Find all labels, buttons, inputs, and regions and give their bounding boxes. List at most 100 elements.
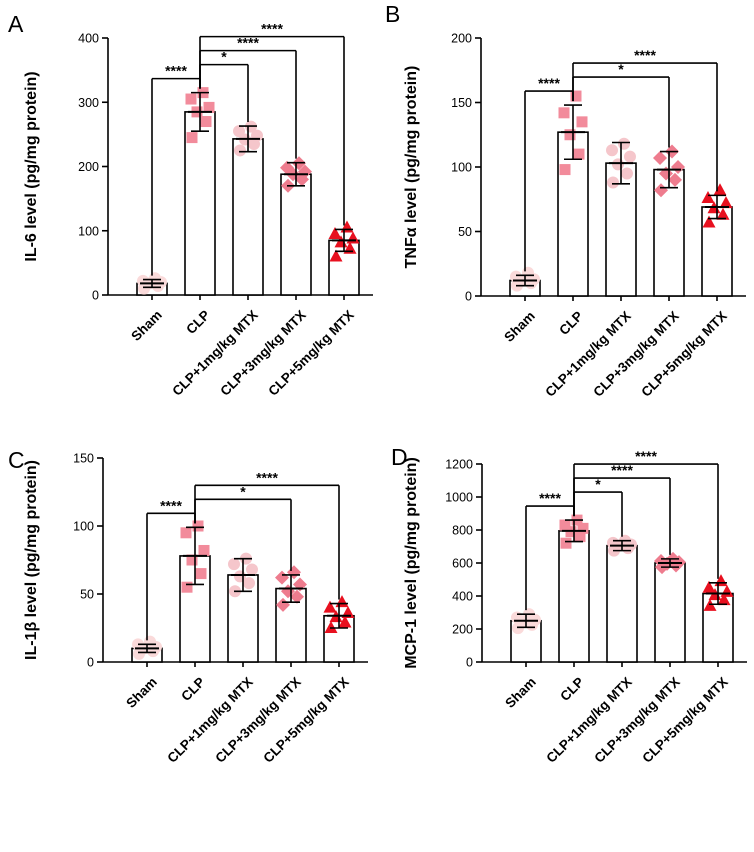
data-point: [713, 183, 727, 196]
data-point: [180, 527, 192, 539]
y-tick-label: 1000: [445, 491, 473, 505]
data-point: [275, 570, 289, 585]
data-point: [654, 183, 668, 198]
y-tick-label: 1200: [445, 458, 473, 472]
data-point: [714, 574, 728, 587]
data-point: [234, 570, 246, 583]
y-tick-label: 600: [452, 557, 473, 571]
data-point: [654, 554, 668, 569]
significance-bracket: ****: [146, 497, 196, 641]
data-point: [280, 160, 294, 175]
data-point: [717, 593, 731, 606]
data-point: [203, 101, 215, 113]
significance-bracket: ****: [573, 448, 719, 579]
bar: [654, 562, 686, 663]
data-point: [340, 220, 354, 233]
x-tick-label: CLP+3mg/kg MTX: [217, 307, 309, 399]
x-tick-label: CLP+5mg/kg MTX: [265, 307, 357, 399]
data-point: [668, 172, 682, 187]
significance-label: *: [240, 483, 246, 499]
data-point: [612, 158, 624, 171]
significance-label: *: [595, 476, 601, 492]
data-point: [522, 266, 534, 279]
significance-label: ****: [160, 497, 182, 513]
y-tick-label: 100: [78, 224, 99, 238]
data-point: [606, 144, 618, 157]
y-tick-label: 50: [80, 588, 94, 602]
x-tick-label: CLP+1mg/kg MTX: [543, 674, 635, 766]
data-point: [323, 600, 337, 613]
y-tick-label: 200: [452, 623, 473, 637]
data-point: [560, 537, 572, 549]
data-point: [618, 137, 630, 150]
data-point: [144, 635, 156, 648]
data-point: [570, 90, 582, 102]
significance-label: ****: [261, 21, 283, 37]
x-tick-label: CLP+5mg/kg MTX: [639, 674, 731, 766]
x-tick-label: Sham: [123, 674, 160, 711]
data-point: [346, 231, 360, 244]
x-tick-label: CLP+3mg/kg MTX: [590, 308, 682, 400]
significance-bracket: ****: [194, 469, 340, 600]
y-tick-label: 150: [451, 96, 472, 110]
data-point: [287, 565, 301, 580]
data-point: [200, 116, 212, 128]
y-tick-label: 0: [87, 656, 94, 670]
panel-letter: B: [385, 1, 400, 27]
x-tick-label: CLP+3mg/kg MTX: [591, 674, 683, 766]
data-point: [576, 116, 588, 128]
bar: [232, 138, 264, 296]
y-tick-label: 150: [73, 452, 94, 466]
significance-label: ****: [635, 448, 657, 464]
x-tick-label: CLP: [183, 307, 213, 337]
data-point: [719, 196, 733, 209]
data-point: [564, 129, 576, 141]
data-point: [624, 150, 636, 163]
data-point: [335, 595, 349, 608]
data-point: [573, 148, 585, 160]
x-tick-label: CLP: [557, 674, 587, 704]
data-point: [246, 563, 258, 576]
data-point: [149, 272, 161, 285]
x-tick-label: CLP+1mg/kg MTX: [169, 307, 261, 399]
data-point: [559, 519, 571, 531]
data-point: [328, 226, 342, 239]
data-point: [192, 520, 204, 532]
data-point: [234, 144, 246, 157]
data-point: [181, 581, 193, 593]
data-point: [338, 615, 352, 628]
y-tick-label: 0: [465, 290, 472, 304]
data-point: [290, 589, 304, 604]
data-point: [559, 164, 571, 176]
data-point: [324, 621, 338, 633]
significance-bracket: ****: [524, 75, 574, 272]
data-point: [198, 544, 210, 556]
y-tick-label: 0: [92, 289, 99, 303]
data-point: [510, 270, 522, 283]
significance-label: ****: [539, 490, 561, 506]
data-point: [228, 558, 240, 571]
data-point: [577, 522, 589, 534]
data-point: [702, 215, 716, 228]
data-point: [701, 190, 715, 203]
data-point: [195, 568, 207, 580]
y-tick-label: 100: [73, 520, 94, 534]
data-point: [720, 584, 734, 597]
y-axis-label: IL-1β level (pg/mg protein): [23, 460, 40, 660]
y-axis-label: MCP-1 level (pg/mg protein): [403, 457, 420, 669]
y-tick-label: 800: [452, 524, 473, 538]
significance-label: *: [618, 61, 624, 77]
x-tick-label: CLP+3mg/kg MTX: [212, 674, 304, 766]
data-point: [185, 93, 197, 105]
data-point: [233, 125, 245, 138]
y-tick-label: 100: [451, 161, 472, 175]
x-tick-label: Sham: [501, 308, 538, 345]
bar: [558, 530, 590, 663]
y-axis-label: TNFα level (pg/mg protein): [403, 66, 420, 269]
chart-panel-b: B 0 50 100 150 200 TNFα level (pg/mg protein) S…: [385, 1, 746, 400]
significance-bracket: ****: [199, 21, 345, 226]
data-point: [621, 167, 633, 180]
data-point: [607, 536, 619, 549]
significance-bracket: ****: [572, 47, 718, 192]
y-tick-label: 0: [466, 656, 473, 670]
